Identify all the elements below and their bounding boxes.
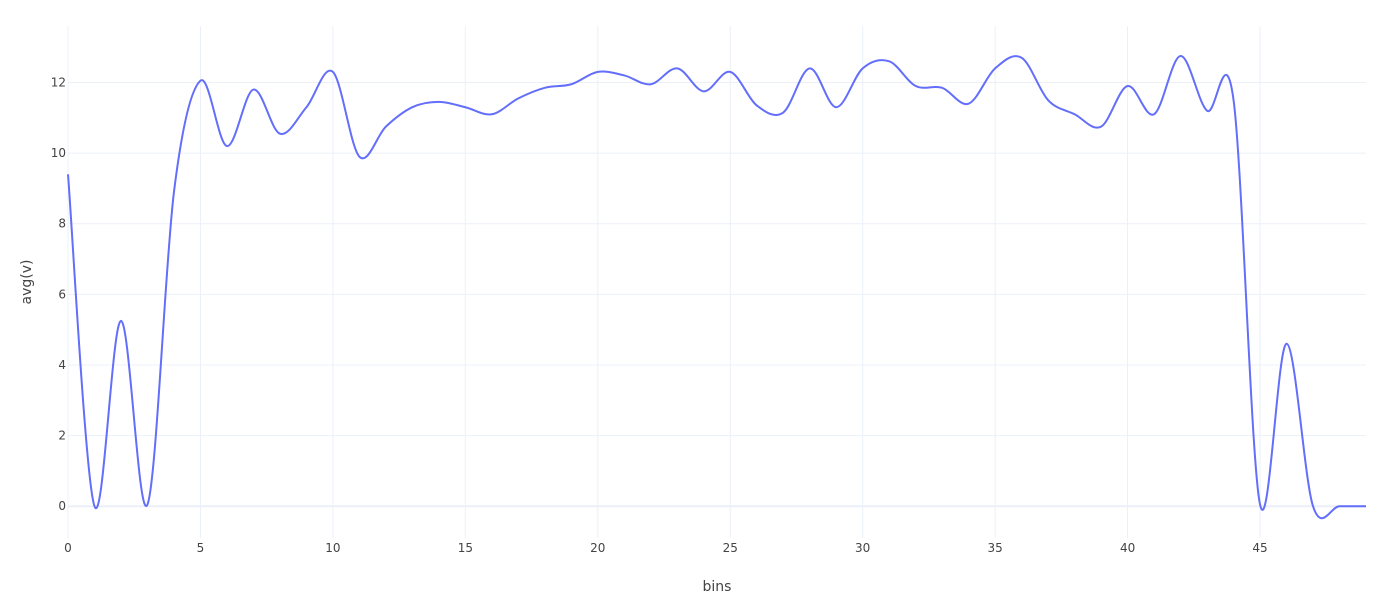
x-tick-label: 0	[64, 541, 72, 555]
y-tick-label: 12	[51, 75, 66, 89]
y-tick-label: 8	[58, 217, 66, 231]
x-tick-label: 35	[988, 541, 1003, 555]
y-tick-label: 10	[51, 146, 66, 160]
series-line	[67, 55, 1366, 520]
x-tick-label: 20	[590, 541, 605, 555]
x-tick-label: 10	[325, 541, 340, 555]
y-axis-ticks: 0 2 4 6 8 10 12	[51, 75, 66, 513]
y-tick-label: 2	[58, 429, 66, 443]
y-axis-title: avg(v)	[19, 260, 35, 305]
plot-area	[67, 55, 1366, 520]
x-tick-label: 40	[1120, 541, 1135, 555]
x-tick-label: 45	[1252, 541, 1267, 555]
x-tick-label: 30	[855, 541, 870, 555]
x-axis-title: bins	[703, 579, 732, 595]
y-tick-label: 4	[58, 358, 66, 372]
y-tick-label: 6	[58, 287, 66, 301]
x-tick-label: 15	[458, 541, 473, 555]
x-tick-label: 5	[197, 541, 205, 555]
x-tick-label: 25	[723, 541, 738, 555]
y-tick-label: 0	[58, 499, 66, 513]
x-axis-ticks: 0 5 10 15 20 25 30 35 40 45	[64, 541, 1268, 555]
